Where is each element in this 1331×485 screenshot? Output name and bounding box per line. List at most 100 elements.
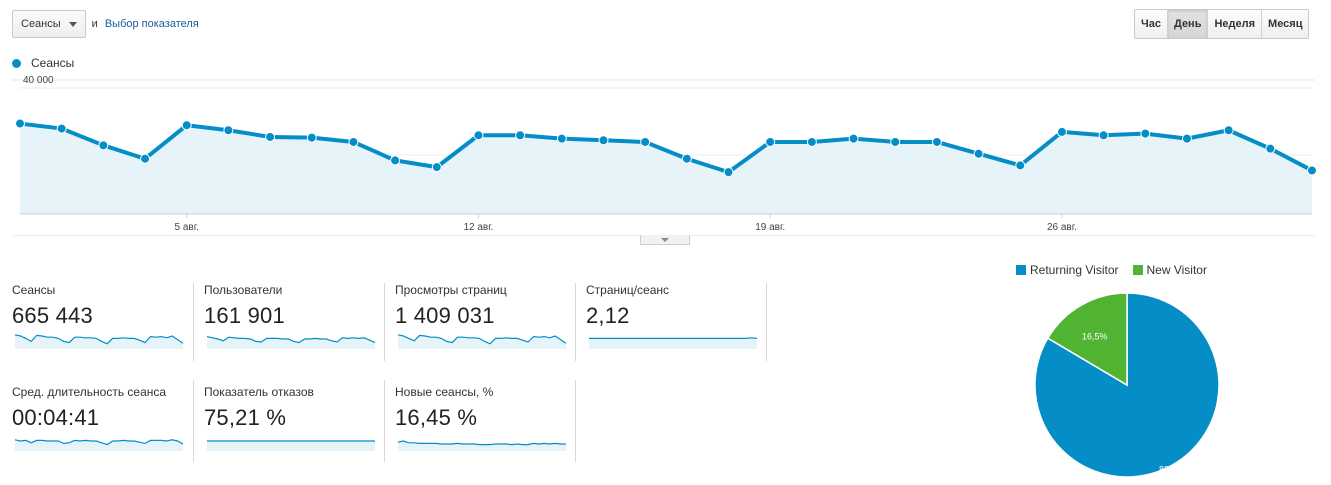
data-point[interactable] <box>1098 130 1109 141</box>
kpi-label: Новые сеансы, % <box>395 385 494 399</box>
x-tick-label: 5 авг. <box>174 222 198 233</box>
legend-dot-icon <box>12 58 21 68</box>
kpi-card[interactable]: Показатель отказов 75,21 % <box>204 385 384 465</box>
chart-legend: Сеансы <box>12 56 74 70</box>
chevron-down-icon <box>661 237 669 242</box>
sparkline-line <box>206 336 376 344</box>
data-point[interactable] <box>973 148 984 159</box>
data-point[interactable] <box>1223 125 1234 136</box>
sparkline-line <box>397 334 567 345</box>
pie-legend-label: Returning Visitor <box>1030 263 1119 277</box>
data-point[interactable] <box>681 153 692 164</box>
y-tick-label: 40 000 <box>23 75 54 86</box>
sparkline-line <box>14 334 184 345</box>
kpi-sparkline <box>589 337 758 349</box>
and-text: и <box>91 18 98 30</box>
period-hour-button[interactable]: Час <box>1135 10 1167 38</box>
kpi-label: Сеансы <box>12 283 56 297</box>
pie-legend-label: New Visitor <box>1146 263 1207 277</box>
kpi-sparkline <box>207 440 375 451</box>
kpi-label: Пользователи <box>204 283 283 297</box>
kpi-value: 75,21 % <box>204 405 287 430</box>
kpi-sparkline <box>397 334 567 349</box>
kpi-divider <box>384 283 385 361</box>
data-point[interactable] <box>98 140 109 151</box>
data-point[interactable] <box>390 155 401 166</box>
collapse-chart-toggle[interactable] <box>640 235 690 245</box>
kpi-value: 00:04:41 <box>12 405 100 430</box>
kpi-card[interactable]: Сеансы 665 443 <box>12 283 192 363</box>
data-point[interactable] <box>306 132 317 143</box>
data-point[interactable] <box>765 136 776 147</box>
data-point[interactable] <box>515 130 526 141</box>
kpi-card[interactable]: Сред. длительность сеанса 00:04:41 <box>12 385 192 465</box>
kpi-card[interactable]: Страниц/сеанс 2,12 <box>586 283 766 363</box>
kpi-value: 161 901 <box>204 303 285 328</box>
kpi-value: 665 443 <box>12 303 93 328</box>
period-day-button[interactable]: День <box>1166 10 1208 38</box>
data-point[interactable] <box>348 136 359 147</box>
x-tick-label: 12 авг. <box>463 222 493 233</box>
sparkline-area <box>207 336 375 349</box>
kpi-sparkline <box>14 439 184 451</box>
kpi-label: Просмотры страниц <box>395 283 507 297</box>
kpi-value: 2,12 <box>586 303 630 328</box>
data-point[interactable] <box>1140 128 1151 139</box>
period-week-button[interactable]: Неделя <box>1207 10 1262 38</box>
data-point[interactable] <box>181 120 192 131</box>
series-line <box>19 121 1313 175</box>
choose-metric-link[interactable]: Выбор показателя <box>104 18 199 30</box>
data-point[interactable] <box>15 118 25 129</box>
kpi-divider <box>193 380 194 462</box>
kpi-label: Страниц/сеанс <box>586 283 670 297</box>
metric-select[interactable]: Сеансы <box>12 10 86 38</box>
data-point[interactable] <box>598 135 609 146</box>
data-point[interactable] <box>265 131 276 142</box>
data-point[interactable] <box>1015 160 1026 171</box>
series-area <box>20 123 1312 214</box>
data-point[interactable] <box>890 136 901 147</box>
data-point[interactable] <box>931 136 942 147</box>
data-point[interactable] <box>848 133 859 144</box>
pie-legend-item-returning[interactable]: Returning Visitor <box>1016 263 1119 277</box>
kpi-label: Сред. длительность сеанса <box>12 385 167 399</box>
kpi-sparkline <box>14 334 184 349</box>
data-point[interactable] <box>56 123 67 134</box>
data-point[interactable] <box>140 153 151 164</box>
sparkline-line <box>14 439 184 446</box>
kpi-divider <box>766 283 767 361</box>
x-tick-label: 19 авг. <box>755 222 785 233</box>
sparkline-area <box>207 441 375 451</box>
kpi-divider <box>575 380 576 462</box>
visitor-type-pie-chart[interactable]: 83,5% 16,5% <box>1030 290 1226 485</box>
kpi-divider <box>575 283 576 361</box>
data-point[interactable] <box>806 136 817 147</box>
sparkline-line <box>397 440 566 446</box>
legend-swatch-icon <box>1016 265 1026 275</box>
data-point[interactable] <box>640 136 651 147</box>
legend-swatch-icon <box>1132 265 1143 275</box>
data-point[interactable] <box>1056 126 1067 137</box>
data-point[interactable] <box>431 162 442 173</box>
data-point[interactable] <box>1265 143 1276 154</box>
kpi-sparkline <box>206 336 376 349</box>
kpi-card[interactable]: Пользователи 161 901 <box>204 283 384 363</box>
period-month-button[interactable]: Месяц <box>1261 10 1309 38</box>
kpi-sparkline <box>397 440 566 451</box>
legend-series-label: Сеансы <box>31 56 75 70</box>
pie-slice[interactable] <box>1046 292 1128 387</box>
sparkline-area <box>589 337 757 349</box>
data-point[interactable] <box>1307 165 1317 176</box>
kpi-card[interactable]: Новые сеансы, % 16,45 % <box>395 385 575 465</box>
kpi-card[interactable]: Просмотры страниц 1 409 031 <box>395 283 575 363</box>
pie-slice[interactable] <box>1034 292 1220 478</box>
data-point[interactable] <box>223 125 234 136</box>
data-point[interactable] <box>723 167 734 178</box>
data-point[interactable] <box>556 133 567 144</box>
pie-legend-item-new[interactable]: New Visitor <box>1132 263 1207 277</box>
kpi-label: Показатель отказов <box>204 385 314 399</box>
data-point[interactable] <box>1181 133 1192 144</box>
kpi-value: 16,45 % <box>395 405 478 430</box>
data-point[interactable] <box>473 130 484 141</box>
